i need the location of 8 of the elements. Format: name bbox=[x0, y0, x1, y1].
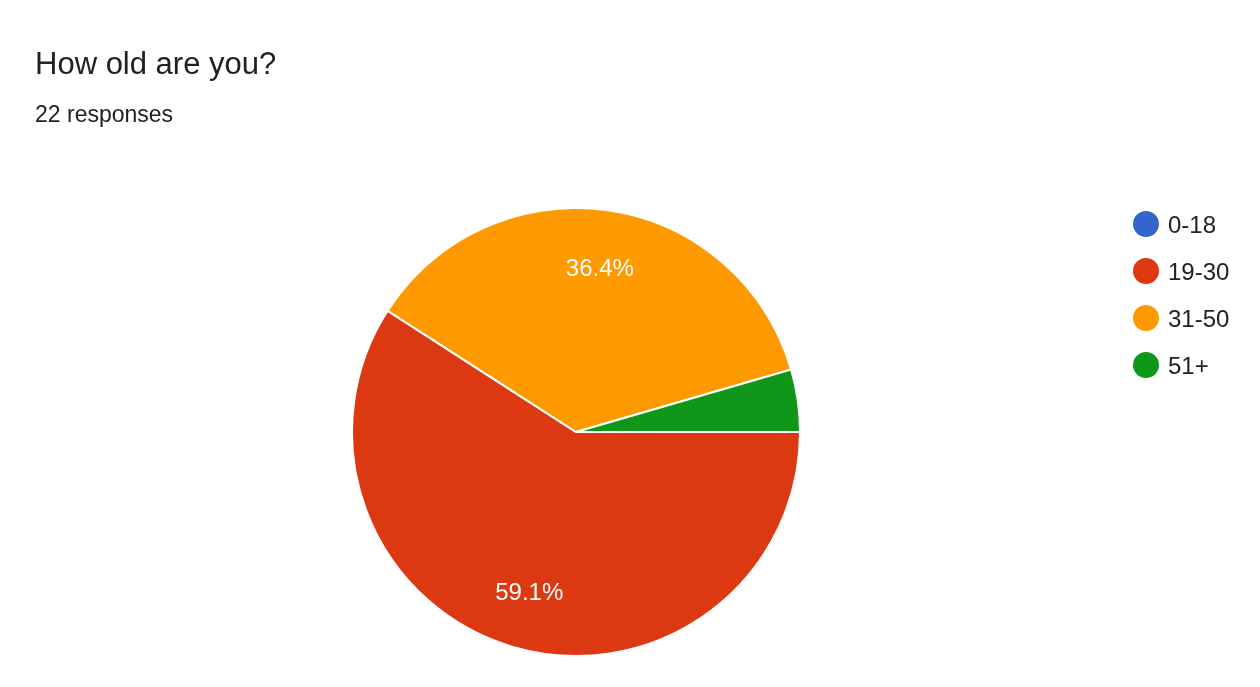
legend-label: 0-18 bbox=[1168, 210, 1217, 238]
data-label: 59.1% bbox=[495, 577, 564, 605]
text: 22 responses bbox=[35, 101, 174, 127]
legend-label: 19-30 bbox=[1168, 257, 1230, 285]
legend-label: 31-50 bbox=[1168, 304, 1230, 332]
data-label: 36.4% bbox=[565, 254, 634, 282]
chart-title: How old are you? bbox=[35, 46, 277, 81]
legend-label: 51+ bbox=[1168, 351, 1209, 379]
